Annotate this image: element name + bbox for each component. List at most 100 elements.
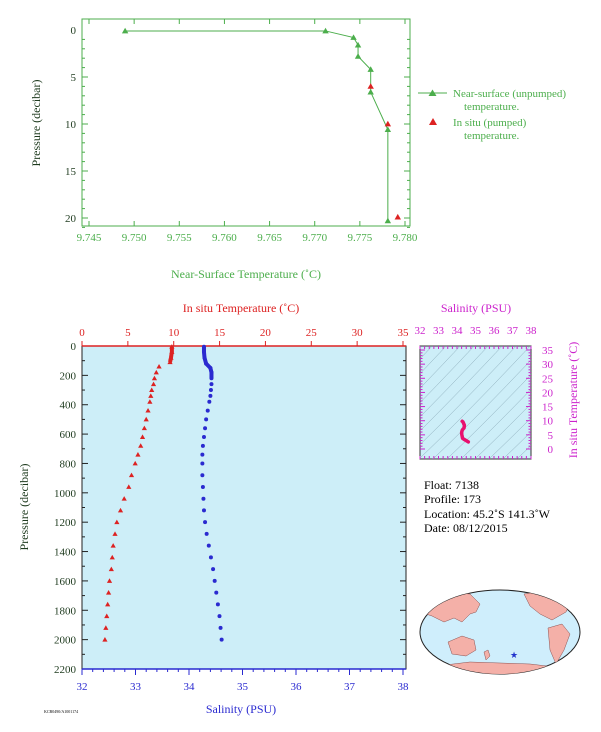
profile-top-tick-label: 5 bbox=[125, 327, 131, 339]
salinity-point bbox=[204, 531, 209, 536]
near-surface-point bbox=[384, 126, 392, 133]
salinity-point bbox=[201, 496, 206, 501]
ts-x-tick-label: 34 bbox=[452, 325, 464, 337]
ts-axes: 32 33 34 35 36 37 38 0 5 10 15 20 25 30 35 bbox=[415, 325, 554, 459]
near-surface-point bbox=[354, 53, 362, 59]
top-y-tick-label: 0 bbox=[71, 25, 77, 37]
salinity-point bbox=[200, 484, 205, 489]
footer-code: KCB0490/A1001174 bbox=[44, 709, 78, 714]
near-surface-point bbox=[322, 27, 329, 34]
temperature-point bbox=[108, 566, 114, 572]
legend-label-near-surface: Near-surface (unpumped) temperature. bbox=[453, 88, 569, 113]
salinity-point bbox=[201, 344, 206, 349]
ts-y-tick-label: 20 bbox=[542, 387, 554, 399]
temperature-point bbox=[150, 381, 157, 387]
info-float: Float: 7138 bbox=[424, 478, 479, 492]
temperature-point bbox=[143, 416, 149, 422]
density-contour bbox=[420, 346, 489, 418]
in-situ-point bbox=[367, 83, 374, 89]
ts-x-tick-label: 35 bbox=[470, 325, 482, 337]
near-surface-point bbox=[354, 41, 362, 48]
ts-x-tick-label: 33 bbox=[433, 325, 445, 337]
temperature-point bbox=[112, 531, 118, 536]
profile-bottom-tick-label: 37 bbox=[344, 681, 356, 693]
temperature-point bbox=[104, 613, 110, 619]
temperature-point bbox=[135, 452, 141, 457]
land-new-zealand bbox=[483, 649, 491, 661]
ts-y-tick-label: 10 bbox=[542, 416, 554, 428]
profile-top-tick-label: 0 bbox=[79, 327, 85, 339]
density-contour bbox=[530, 458, 531, 459]
near-surface-point bbox=[350, 34, 357, 40]
ts-y-tick-label: 25 bbox=[542, 373, 554, 385]
density-contour bbox=[488, 417, 531, 459]
salinity-point bbox=[209, 370, 214, 375]
top-x-tick-label: 9.760 bbox=[212, 232, 237, 244]
land-antarctica bbox=[420, 661, 580, 674]
temperature-point bbox=[109, 554, 115, 560]
salinity-point bbox=[215, 602, 220, 607]
salinity-point bbox=[211, 567, 216, 572]
top-x-tick-label: 9.775 bbox=[347, 232, 372, 244]
info-location: Location: 45.2˚S 141.3˚W bbox=[424, 507, 551, 521]
profile-top-tick-label: 35 bbox=[398, 327, 410, 339]
profile-y-tick-label: 2200 bbox=[54, 664, 77, 676]
salinity-point bbox=[204, 361, 209, 366]
temperature-point bbox=[132, 460, 138, 466]
profile-chart-axes: 0200400600800100012001400160018002000220… bbox=[54, 327, 409, 693]
top-chart-axes: 9.745 9.750 9.755 9.760 9.765 9.770 9.775 9.780… bbox=[65, 19, 418, 244]
profile-y-tick-label: 1200 bbox=[54, 517, 77, 529]
float-position-marker: ★ bbox=[510, 650, 518, 660]
temperature-point bbox=[149, 387, 155, 392]
salinity-point bbox=[209, 376, 214, 381]
profile-bottom-tick-label: 32 bbox=[77, 681, 88, 693]
salinity-point bbox=[208, 388, 213, 393]
salinity-point bbox=[219, 637, 224, 642]
temperature-point bbox=[145, 408, 151, 413]
float-info: Float: 7138 Profile: 173 Location: 45.2˚… bbox=[424, 478, 551, 535]
profile-top-tick-label: 10 bbox=[168, 327, 180, 339]
temperature-point bbox=[147, 399, 153, 404]
info-date: Date: 08/12/2015 bbox=[424, 521, 508, 535]
profile-top-tick-label: 15 bbox=[214, 327, 226, 339]
top-x-tick-label: 9.750 bbox=[122, 232, 147, 244]
density-contour bbox=[446, 374, 531, 459]
top-x-tick-label: 9.745 bbox=[77, 232, 102, 244]
temperature-point bbox=[126, 484, 132, 489]
salinity-point bbox=[218, 625, 223, 630]
density-contour bbox=[590, 316, 601, 469]
density-contour bbox=[432, 359, 531, 459]
top-x-tick-label: 9.780 bbox=[393, 232, 418, 244]
salinity-point bbox=[201, 349, 206, 354]
top-x-tick-label: 9.765 bbox=[257, 232, 282, 244]
profile-bottom-tick-label: 35 bbox=[237, 681, 249, 693]
ts-diagram: 32 33 34 35 36 37 38 0 5 10 15 20 25 30 35 Salinity (P… bbox=[415, 301, 601, 469]
temperature-point bbox=[151, 375, 158, 381]
land-south-america bbox=[547, 623, 571, 665]
profile-y-tick-label: 400 bbox=[60, 400, 77, 412]
temperature-point bbox=[138, 443, 144, 448]
temperature-point bbox=[167, 359, 173, 365]
profile-top-tick-label: 20 bbox=[260, 327, 272, 339]
ts-y-tick-label: 5 bbox=[548, 430, 554, 442]
ts-y-axis-label: In situ Temperature (˚C) bbox=[566, 342, 580, 459]
ts-x-tick-label: 37 bbox=[507, 325, 519, 337]
temperature-point bbox=[121, 496, 127, 501]
salinity-point bbox=[205, 408, 210, 413]
in-situ-point bbox=[394, 213, 401, 220]
salinity-point bbox=[200, 473, 205, 478]
profile-bottom-tick-label: 38 bbox=[398, 681, 410, 693]
profile-y-tick-label: 1400 bbox=[54, 547, 77, 559]
profile-y-tick-label: 2000 bbox=[54, 635, 77, 647]
salinity-point bbox=[208, 393, 213, 398]
top-y-tick-label: 10 bbox=[65, 119, 77, 131]
salinity-point bbox=[202, 355, 207, 360]
salinity-point bbox=[204, 417, 209, 422]
ts-curve bbox=[459, 419, 471, 444]
world-map: ★ bbox=[419, 589, 581, 675]
near-surface-point bbox=[367, 88, 374, 95]
profile-y-tick-label: 1000 bbox=[54, 488, 77, 500]
temperature-point bbox=[114, 519, 120, 525]
temperature-mixed-layer-line bbox=[168, 346, 174, 363]
temperature-point bbox=[169, 344, 175, 349]
